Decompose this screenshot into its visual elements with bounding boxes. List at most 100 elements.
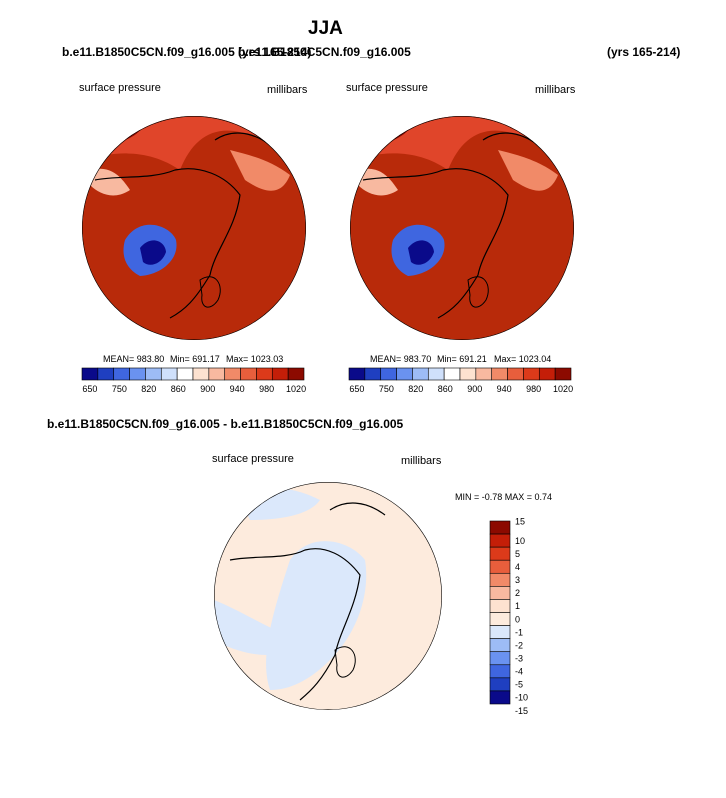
coastline — [467, 276, 489, 308]
colorbar-swatch — [489, 559, 511, 574]
colorbar-swatch — [489, 677, 511, 692]
land-mid-field — [358, 168, 398, 196]
colorbar-swatch — [507, 367, 524, 381]
greenland-core-field — [140, 240, 166, 265]
colorbar-tick-label: 1020 — [553, 384, 573, 394]
panel-1-units: millibars — [267, 84, 308, 96]
colorbar-swatch — [489, 612, 511, 626]
colorbar-tick-label: 5 — [515, 549, 520, 559]
colorbar-tick-label: 820 — [408, 384, 423, 394]
difference-polar-map — [214, 482, 442, 710]
coastline — [229, 502, 386, 701]
panel-2-min: Min= 691.21 — [437, 354, 487, 364]
panel-2-polar-map — [350, 116, 574, 340]
colorbar-swatch — [523, 367, 540, 381]
colorbar-swatch — [489, 651, 511, 666]
colorbar-swatch — [489, 533, 511, 548]
colorbar-tick-label: -15 — [515, 706, 528, 716]
colorbar-tick-label: -10 — [515, 693, 528, 703]
colorbar-swatch — [491, 367, 508, 381]
colorbar-swatch — [256, 367, 273, 381]
colorbar-swatch — [475, 367, 493, 381]
colorbar-swatch — [192, 367, 210, 381]
colorbar-swatch — [271, 367, 289, 381]
coastline — [199, 276, 221, 308]
colorbar-swatch — [489, 572, 511, 587]
colorbar-swatch — [129, 367, 146, 381]
colorbar-swatch — [489, 546, 511, 561]
colorbar-tick-label: 650 — [82, 384, 97, 394]
difference-minmax: MIN = -0.78 MAX = 0.74 — [455, 492, 553, 502]
page-title: JJA — [308, 18, 343, 39]
colorbar-swatch — [348, 367, 366, 381]
colorbar-swatch — [113, 367, 130, 381]
panel-1-years: (yrs 165-214) — [238, 45, 312, 59]
colorbar-tick-label: 2 — [515, 588, 520, 598]
colorbar-swatch — [554, 367, 572, 381]
colorbar-swatch — [160, 367, 178, 381]
colorbar-tick-label: 4 — [515, 562, 520, 572]
colorbar-tick-label: 750 — [379, 384, 394, 394]
panel-1-min: Min= 691.17 — [170, 354, 220, 364]
colorbar-panel-2: 650 750 820 860 900 940 980 1020 — [348, 367, 573, 394]
colorbar-tick-label: 980 — [526, 384, 541, 394]
panel-2-units: millibars — [535, 84, 576, 96]
colorbar-tick-label: -4 — [515, 667, 523, 677]
colorbar-tick-label: 15 — [515, 516, 525, 526]
panel-1-case-name: b.e11.B1850C5CN.f09_g16.005 — [62, 45, 235, 59]
negative-field — [214, 600, 300, 655]
difference-title: b.e11.B1850C5CN.f09_g16.005 - b.e11.B185… — [47, 417, 404, 431]
colorbar-swatch — [81, 367, 99, 381]
colorbar-tick-label: 980 — [259, 384, 274, 394]
land-mid-field — [230, 150, 290, 191]
panel-2-mean: MEAN= 983.70 — [370, 354, 432, 364]
colorbar-swatch — [396, 367, 413, 381]
colorbar-tick-label: 820 — [141, 384, 156, 394]
coastline — [334, 646, 356, 678]
colorbar-panel-1: 650 750 820 860 900 940 980 1020 — [81, 367, 306, 394]
colorbar-swatch — [176, 367, 194, 381]
colorbar-tick-label: 860 — [438, 384, 453, 394]
colorbar-tick-label: -3 — [515, 654, 523, 664]
colorbar-tick-label: 650 — [349, 384, 364, 394]
colorbar-swatch — [489, 599, 511, 613]
colorbar-tick-label: 3 — [515, 575, 520, 585]
colorbar-tick-label: 860 — [171, 384, 186, 394]
colorbar-swatch — [240, 367, 257, 381]
colorbar-tick-label: 940 — [497, 384, 512, 394]
colorbar-tick-label: 750 — [112, 384, 127, 394]
colorbar-tick-label: 1 — [515, 601, 520, 611]
negative-field — [266, 541, 367, 690]
colorbar-swatch — [443, 367, 461, 381]
colorbar-swatch — [459, 367, 477, 381]
colorbar-tick-label: 10 — [515, 536, 525, 546]
colorbar-tick-label: 0 — [515, 614, 520, 624]
colorbar-swatch — [489, 520, 511, 535]
difference-units: millibars — [401, 455, 442, 467]
colorbar-swatch — [224, 367, 241, 381]
colorbar-swatch — [97, 367, 115, 381]
colorbar-swatch — [208, 367, 226, 381]
colorbar-swatch — [489, 638, 511, 653]
colorbar-swatch — [412, 367, 429, 381]
colorbar-swatch — [287, 367, 305, 381]
colorbar-tick-label: -5 — [515, 680, 523, 690]
colorbar-swatch — [145, 367, 162, 381]
colorbar-swatch — [538, 367, 556, 381]
panel-1-polar-map — [82, 116, 306, 340]
panel-2-years: (yrs 165-214) — [607, 45, 681, 59]
panel-1-max: Max= 1023.03 — [226, 354, 284, 364]
colorbar-swatch — [427, 367, 445, 381]
panel-2-variable: surface pressure — [346, 82, 428, 94]
colorbar-swatch — [489, 690, 511, 705]
colorbar-tick-label: 1020 — [286, 384, 306, 394]
land-mid-field — [498, 150, 558, 191]
colorbar-tick-label: -1 — [515, 627, 523, 637]
colorbar-swatch — [364, 367, 382, 381]
land-mid-field — [90, 168, 130, 196]
colorbar-swatch — [489, 664, 511, 679]
panel-2-case-name: b.e11.B1850C5CN.f09_g16.005 — [238, 45, 411, 59]
difference-variable: surface pressure — [212, 453, 294, 465]
colorbar-swatch — [380, 367, 397, 381]
